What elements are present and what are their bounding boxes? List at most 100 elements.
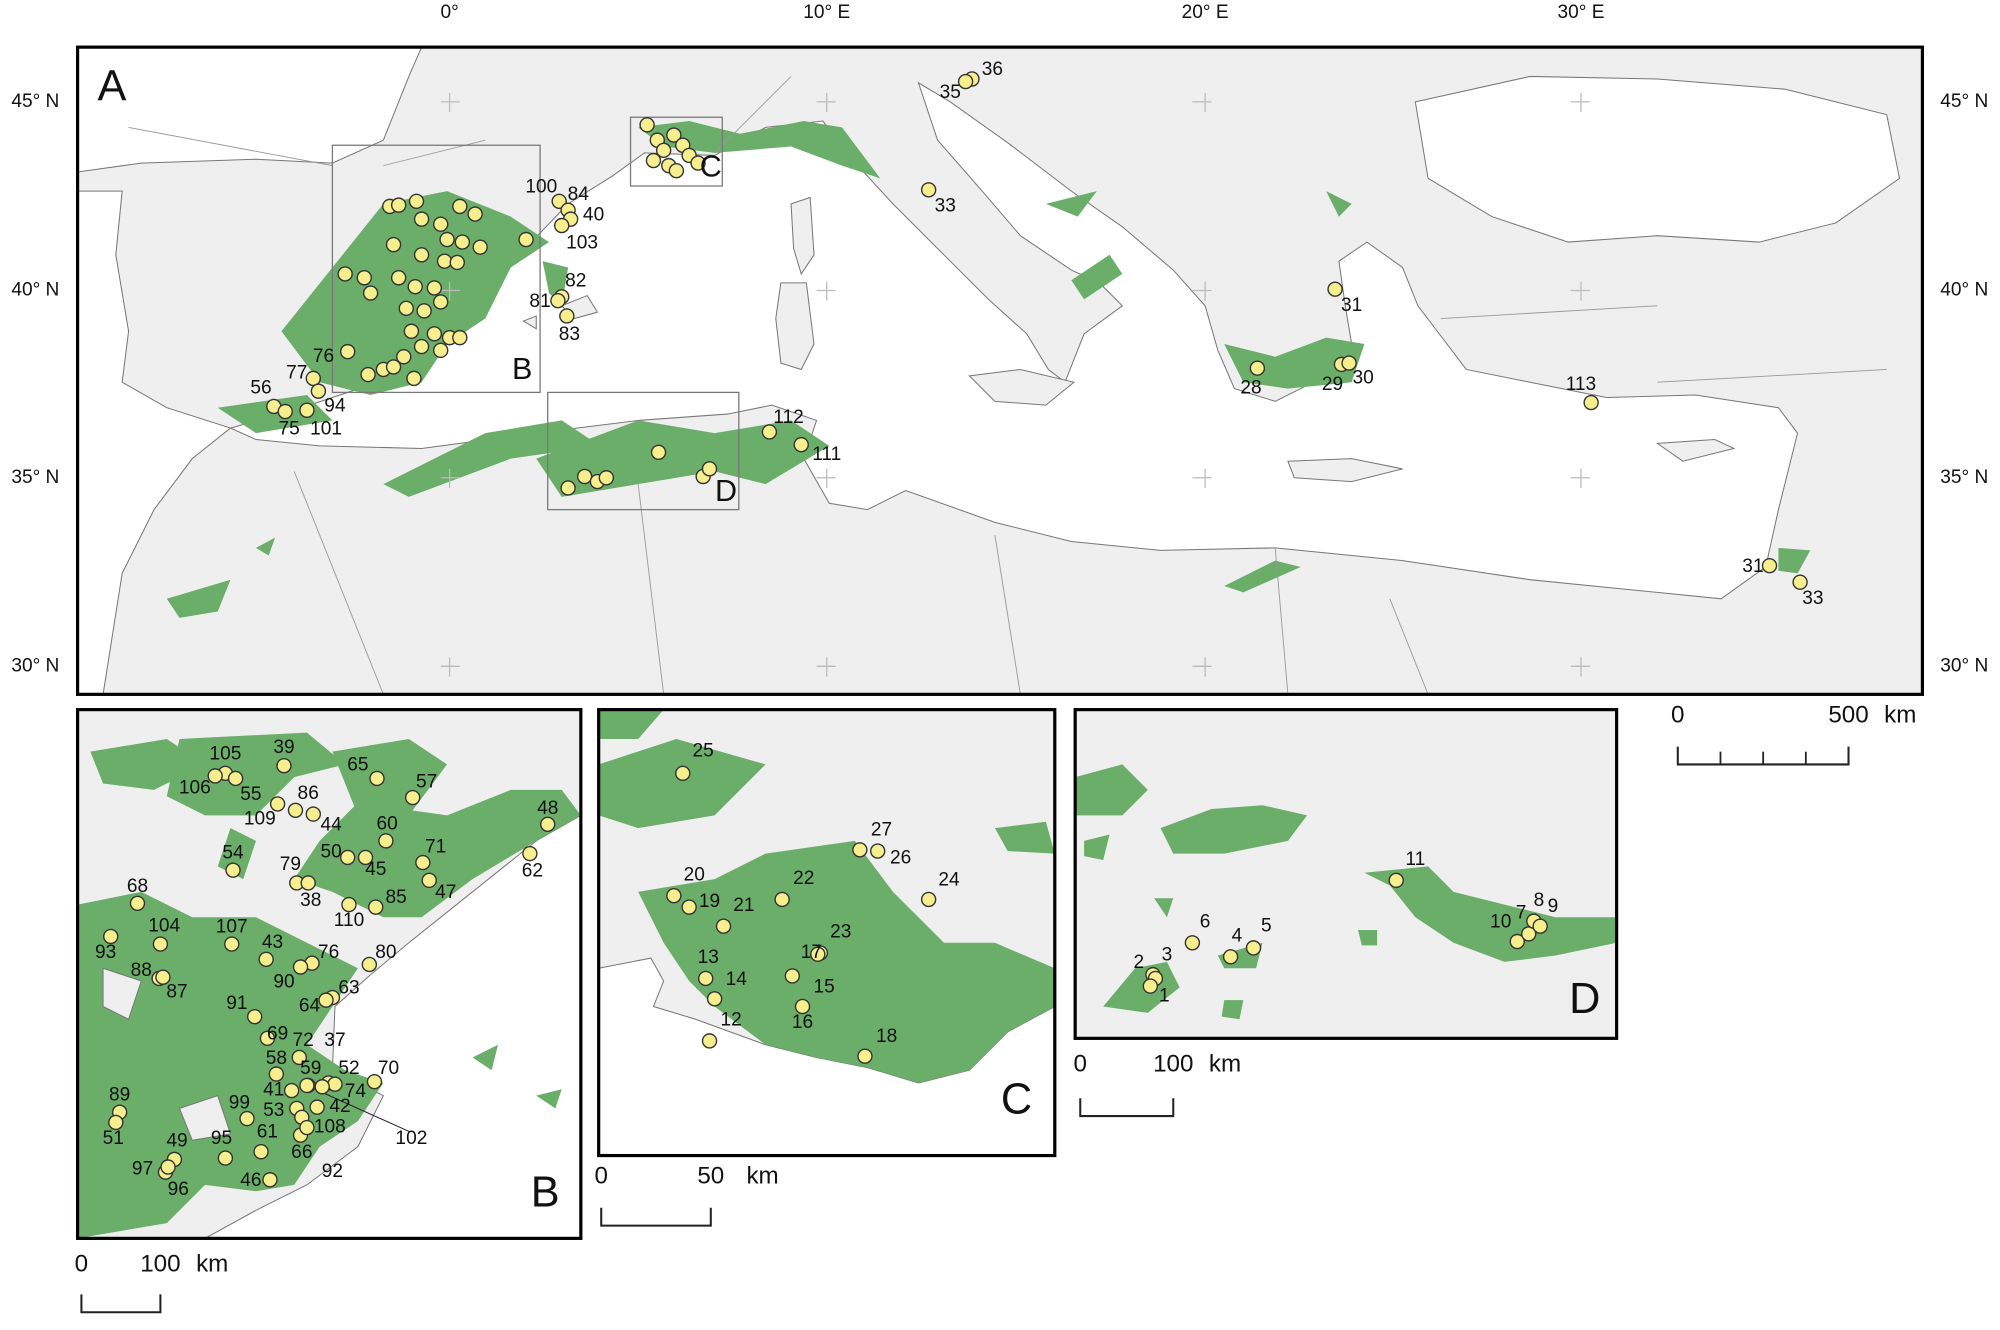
site-label: 1 (1159, 985, 1170, 1006)
site-dot (598, 470, 615, 486)
site-dot (1184, 935, 1201, 951)
site-dot (207, 768, 223, 784)
lat-label: 35° N (11, 467, 59, 488)
site-label: 31 (1341, 295, 1362, 316)
site-dot (432, 294, 449, 310)
site-dot (1388, 872, 1404, 889)
site-dot (426, 280, 443, 296)
site-dot (318, 992, 334, 1008)
lon-label: 10° E (803, 2, 850, 23)
site-dot (339, 849, 356, 866)
site-dot (310, 383, 327, 399)
site-dot (259, 1030, 276, 1047)
site-label: 104 (148, 915, 180, 936)
site-dot (1142, 978, 1159, 994)
site-label: 71 (425, 836, 446, 857)
site-label: 16 (792, 1012, 813, 1033)
site-label: 95 (211, 1128, 232, 1149)
site-label: 24 (938, 869, 960, 890)
site-dot (559, 308, 575, 324)
site-dot (1327, 281, 1343, 297)
site-dot (774, 891, 790, 908)
scale-bar: 0 100 km (75, 1251, 228, 1314)
site-dot (472, 239, 488, 255)
site-dot (406, 370, 422, 387)
site-label: 108 (314, 1117, 346, 1138)
scale-label: 500 (1828, 701, 1868, 728)
site-dot (554, 217, 570, 234)
site-label: 82 (565, 271, 586, 292)
site-label: 51 (103, 1128, 124, 1149)
site-dot (655, 142, 672, 159)
panel-label: B (531, 1168, 560, 1216)
site-dot (152, 936, 169, 952)
site-dot (540, 816, 556, 833)
panel-c-map (598, 709, 1055, 1156)
site-dot (560, 480, 576, 496)
site-dot (155, 969, 171, 985)
site-dot (305, 806, 322, 822)
site-dot (666, 127, 682, 143)
site-dot (452, 329, 468, 346)
site-dot (522, 845, 538, 862)
site-label: 89 (109, 1085, 130, 1106)
site-label: 52 (338, 1058, 359, 1079)
site-label: 11 (1405, 849, 1425, 870)
site-label: 92 (322, 1161, 343, 1182)
site-label: 7 (1516, 903, 1527, 924)
site-label: 25 (693, 741, 714, 762)
site-dot (421, 872, 437, 889)
lat-label: 40° N (11, 280, 59, 301)
site-dot (1249, 360, 1266, 376)
site-dot (283, 1082, 300, 1099)
lon-label: 0° (440, 2, 458, 23)
site-dot (299, 1119, 315, 1136)
inset-label: D (715, 474, 737, 508)
scale-bar: 0 500 km (1671, 701, 1916, 766)
site-dot (784, 968, 801, 984)
scale-line (1079, 1098, 1175, 1118)
site-label: 60 (377, 813, 398, 834)
site-dot (103, 928, 119, 945)
site-dot (467, 206, 483, 222)
site-label: 40 (583, 204, 604, 225)
site-dot (1341, 355, 1357, 371)
scale-line (600, 1207, 712, 1227)
lat-label: 45° N (11, 91, 59, 112)
site-dot (361, 956, 378, 973)
site-label: 49 (166, 1131, 187, 1152)
site-label: 13 (698, 947, 719, 968)
site-dot (287, 802, 304, 818)
site-dot (701, 461, 718, 477)
site-dot (439, 231, 455, 248)
scale-unit: km (1884, 701, 1916, 728)
site-label: 48 (537, 798, 558, 819)
lat-label: 30° N (1940, 655, 1988, 676)
site-label: 53 (263, 1100, 284, 1121)
site-label: 86 (298, 783, 319, 804)
site-label: 68 (127, 876, 148, 897)
graticule (440, 93, 1590, 677)
site-label: 33 (1802, 588, 1823, 609)
site-label: 44 (320, 815, 342, 836)
site-dot (300, 875, 316, 891)
site-label: 37 (324, 1030, 345, 1051)
site-label: 21 (733, 895, 754, 916)
site-dot (160, 1159, 176, 1175)
lat-label: 40° N (1940, 280, 1988, 301)
site-label: 35 (940, 82, 961, 103)
site-label: 4 (1232, 925, 1243, 946)
site-label: 38 (300, 890, 321, 911)
site-label: 9 (1548, 896, 1559, 917)
site-label: 19 (699, 891, 720, 912)
panel-a-map (77, 47, 1923, 695)
site-dot (360, 366, 376, 383)
site-label: 18 (876, 1026, 897, 1047)
site-dot (650, 444, 667, 460)
site-label: 59 (300, 1058, 321, 1079)
site-dot (253, 1144, 269, 1160)
site-dot (1792, 574, 1808, 590)
site-dot (108, 1114, 124, 1131)
site-dot (227, 770, 244, 787)
